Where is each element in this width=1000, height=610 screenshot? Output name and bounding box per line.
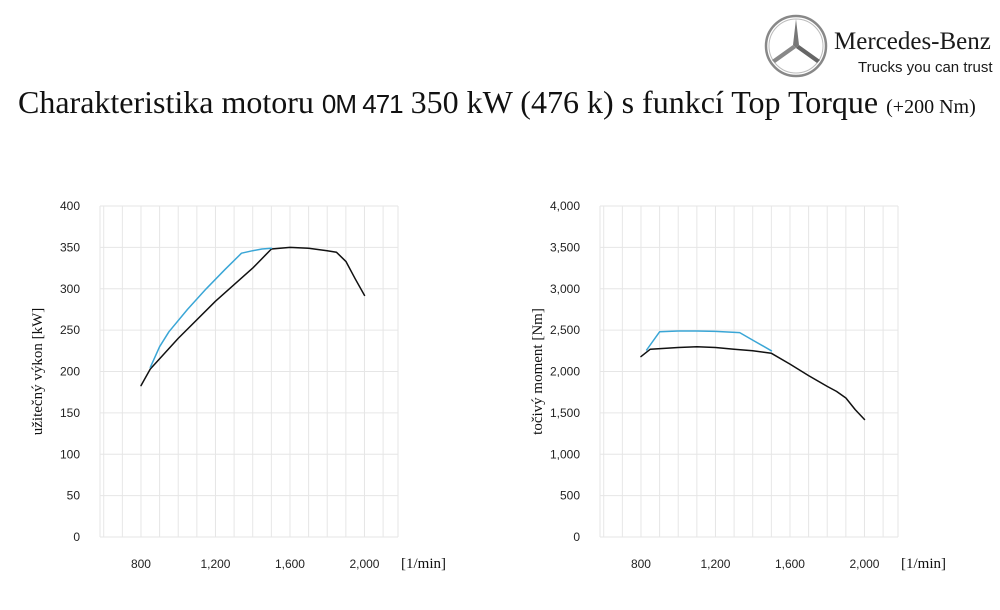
x-tick-label: 800 [131,557,151,571]
y-tick-label: 0 [73,530,80,544]
x-tick-label: 2,000 [849,557,879,571]
series-line-top-torque [645,330,773,352]
y-tick-label: 3,500 [550,240,580,254]
y-tick-label: 300 [60,282,80,296]
series-line-standard [140,246,366,387]
x-tick-label: 800 [631,557,651,571]
y-tick-label: 500 [560,489,580,503]
brand-slogan: Trucks you can trust [858,59,993,76]
y-tick-label: 0 [573,530,580,544]
title-suffix: (+200 Nm) [886,96,976,118]
y-tick-label: 400 [60,199,80,213]
title-prefix: Charakteristika motoru [18,84,314,120]
x-axis-unit: [1/min] [901,556,946,572]
brand-block: Mercedes-Benz Trucks you can trust [764,14,994,84]
y-tick-label: 1,000 [550,447,580,461]
y-tick-label: 150 [60,406,80,420]
y-axis-label: užitečný výkon [kW] [30,308,46,435]
x-tick-label: 2,000 [349,557,379,571]
y-tick-label: 1,500 [550,406,580,420]
title-model: 0M 471 [321,89,404,119]
page-title: Charakteristika motoru 0M 471 350 kW (47… [18,84,976,121]
torque-chart: 0 500 1,000 1,500 2,000 2,500 3,000 3,500 4,000 8… [530,199,946,572]
y-tick-label: 4,000 [550,199,580,213]
brand-name: Mercedes-Benz [834,28,991,55]
series-line-standard [640,345,866,421]
y-tick-label: 50 [67,489,81,503]
y-tick-label: 3,000 [550,282,580,296]
series-line-top-torque [149,247,273,369]
title-main: 350 kW (476 k) s funkcí Top Torque [410,84,879,120]
y-tick-label: 2,500 [550,323,580,337]
x-axis-unit: [1/min] [401,556,446,572]
y-tick-label: 250 [60,323,80,337]
y-tick-label: 2,000 [550,365,580,379]
y-tick-label: 350 [60,240,80,254]
y-tick-label: 200 [60,365,80,379]
mercedes-star-logo-icon [764,14,828,78]
y-tick-label: 100 [60,447,80,461]
x-tick-label: 1,600 [275,557,305,571]
x-tick-label: 1,200 [700,557,730,571]
x-tick-label: 1,600 [775,557,805,571]
x-tick-label: 1,200 [200,557,230,571]
y-axis-label: točivý moment [Nm] [530,308,546,435]
power-chart: 0 50 100 150 200 250 300 350 400 800 1,200 1,600 2,0… [30,199,446,572]
